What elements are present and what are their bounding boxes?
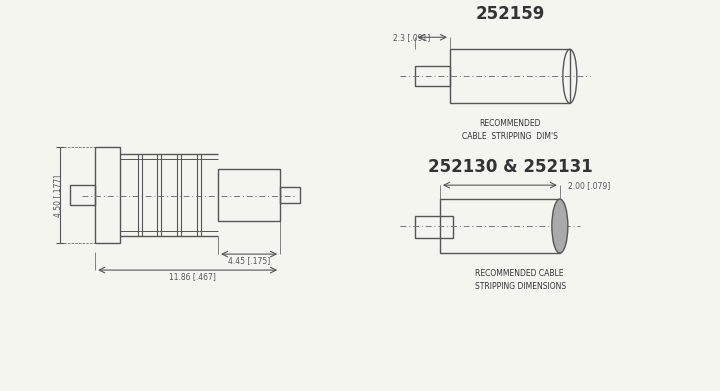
- Bar: [450, 49, 570, 103]
- Text: 252130 & 252131: 252130 & 252131: [428, 158, 593, 176]
- Bar: [415, 66, 450, 86]
- Bar: [415, 216, 453, 238]
- Bar: [71, 185, 95, 205]
- Text: 4.50 [.177]: 4.50 [.177]: [53, 175, 62, 217]
- Bar: [280, 187, 300, 203]
- Text: 4.45 [.175]: 4.45 [.175]: [228, 256, 270, 265]
- Bar: [95, 147, 120, 243]
- Text: 252159: 252159: [475, 5, 544, 23]
- Ellipse shape: [552, 199, 568, 253]
- Bar: [218, 169, 280, 221]
- Text: RECOMMENDED
CABLE  STRIPPING  DIM'S: RECOMMENDED CABLE STRIPPING DIM'S: [462, 119, 558, 141]
- Text: 11.86 [.467]: 11.86 [.467]: [169, 273, 216, 282]
- Bar: [440, 199, 560, 253]
- Text: 2.00 [.079]: 2.00 [.079]: [568, 181, 610, 190]
- Text: 2.3 [.091]: 2.3 [.091]: [393, 33, 431, 42]
- Text: RECOMMENDED CABLE
STRIPPING DIMENSIONS: RECOMMENDED CABLE STRIPPING DIMENSIONS: [475, 269, 566, 291]
